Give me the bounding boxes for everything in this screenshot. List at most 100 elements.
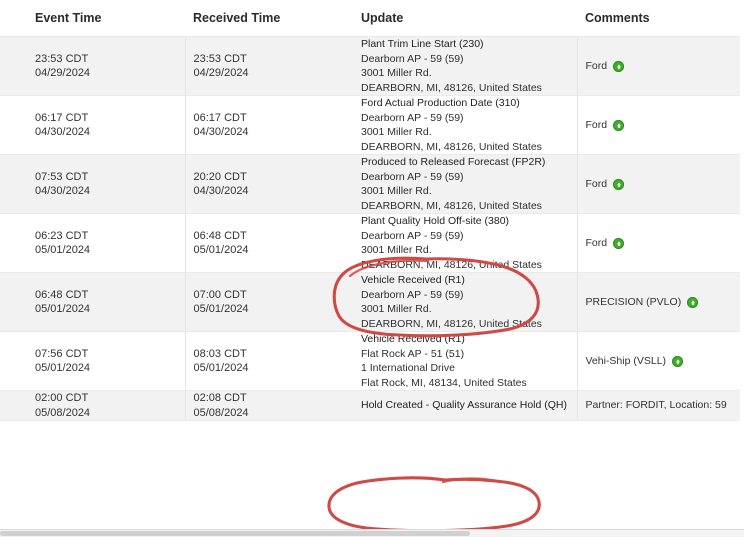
update-city: DEARBORN, MI, 48126, United States — [361, 140, 542, 153]
update-city: DEARBORN, MI, 48126, United States — [361, 81, 542, 94]
event-time-time: 06:23 CDT — [35, 229, 89, 242]
column-header-received-time[interactable]: Received Time — [185, 0, 347, 37]
comment-text: Ford — [585, 118, 608, 131]
received-time-date: 05/01/2024 — [193, 362, 249, 374]
expand-up-arrow-icon[interactable] — [613, 237, 625, 249]
received-time-date: 05/01/2024 — [193, 303, 249, 315]
event-time-time: 07:53 CDT — [35, 170, 89, 183]
event-time-time: 07:56 CDT — [35, 347, 89, 360]
annotation-circle-hold-created — [325, 476, 560, 533]
right-gutter — [740, 0, 744, 529]
update-location: Dearborn AP - 59 (59) — [361, 170, 464, 183]
received-time-date: 04/29/2024 — [193, 67, 249, 79]
update-city: DEARBORN, MI, 48126, United States — [361, 258, 542, 271]
table-row[interactable]: 07:56 CDT 05/01/2024 08:03 CDT 05/01/202… — [0, 331, 740, 391]
received-time-date: 05/01/2024 — [193, 244, 249, 256]
expand-up-arrow-icon[interactable] — [613, 178, 625, 190]
cell-received-time: 06:48 CDT 05/01/2024 — [185, 213, 347, 273]
scrollbar-thumb[interactable] — [0, 531, 470, 536]
table-row[interactable]: 07:53 CDT 04/30/2024 20:20 CDT 04/30/202… — [0, 154, 740, 214]
update-street: 3001 Miller Rd. — [361, 244, 432, 256]
expand-up-arrow-icon[interactable] — [613, 119, 625, 131]
cell-received-time: 08:03 CDT 05/01/2024 — [185, 331, 347, 391]
comment-text: Ford — [585, 177, 608, 190]
cell-event-time: 07:53 CDT 04/30/2024 — [0, 154, 186, 214]
expand-up-arrow-icon[interactable] — [672, 355, 684, 367]
cell-comments: Ford — [577, 154, 740, 214]
column-header-update[interactable]: Update — [347, 0, 577, 37]
update-location: Dearborn AP - 59 (59) — [361, 111, 464, 124]
table-body: 23:53 CDT 04/29/2024 23:53 CDT 04/29/202… — [0, 36, 740, 421]
received-time-date: 04/30/2024 — [193, 126, 249, 138]
comment-text: Partner: FORDIT, Location: 59 — [585, 399, 727, 412]
update-location: Dearborn AP - 59 (59) — [361, 229, 464, 242]
table-row[interactable]: 06:23 CDT 05/01/2024 06:48 CDT 05/01/202… — [0, 213, 740, 273]
expand-up-arrow-icon[interactable] — [687, 296, 699, 308]
event-time-time: 06:17 CDT — [35, 111, 89, 124]
update-street: 3001 Miller Rd. — [361, 303, 432, 315]
update-street: 3001 Miller Rd. — [361, 185, 432, 197]
event-time-date: 05/01/2024 — [35, 244, 91, 256]
cell-comments: Ford — [577, 36, 740, 96]
expand-up-arrow-icon[interactable] — [613, 60, 625, 72]
update-title: Plant Trim Line Start (230) — [361, 38, 484, 50]
update-location: Dearborn AP - 59 (59) — [361, 52, 464, 65]
cell-event-time: 06:48 CDT 05/01/2024 — [0, 272, 186, 332]
update-title: Produced to Released Forecast (FP2R) — [361, 156, 546, 168]
comment-text: Ford — [585, 59, 608, 72]
event-time-time: 02:00 CDT — [35, 392, 89, 404]
cell-comments: Vehi-Ship (VSLL) — [577, 331, 740, 391]
cell-comments: Partner: FORDIT, Location: 59 — [577, 390, 740, 421]
cell-comments: PRECISION (PVLO) — [577, 272, 740, 332]
received-time-time: 06:17 CDT — [193, 111, 247, 124]
update-city: DEARBORN, MI, 48126, United States — [361, 317, 542, 330]
received-time-date: 04/30/2024 — [193, 185, 249, 197]
update-title: Hold Created - Quality Assurance Hold (Q… — [361, 399, 567, 412]
cell-received-time: 20:20 CDT 04/30/2024 — [185, 154, 347, 214]
comment-text: PRECISION (PVLO) — [585, 295, 682, 308]
table-row[interactable]: 23:53 CDT 04/29/2024 23:53 CDT 04/29/202… — [0, 36, 740, 96]
table-row[interactable]: 06:17 CDT 04/30/2024 06:17 CDT 04/30/202… — [0, 95, 740, 155]
event-time-date: 04/30/2024 — [35, 126, 91, 138]
event-time-date: 04/29/2024 — [35, 67, 91, 79]
horizontal-scrollbar[interactable] — [0, 529, 744, 537]
event-time-time: 06:48 CDT — [35, 288, 89, 301]
cell-event-time: 23:53 CDT 04/29/2024 — [0, 36, 186, 96]
update-city: Flat Rock, MI, 48134, United States — [361, 376, 527, 389]
table-header: Event Time Received Time Update Comments — [0, 0, 740, 37]
update-street: 1 International Drive — [361, 362, 455, 374]
update-street: 3001 Miller Rd. — [361, 67, 432, 79]
table-header-row: Event Time Received Time Update Comments — [0, 0, 740, 37]
event-time-time: 23:53 CDT — [35, 52, 89, 65]
event-history-table: Event Time Received Time Update Comments… — [0, 0, 740, 421]
cell-update: Vehicle Received (R1) Dearborn AP - 59 (… — [347, 272, 578, 332]
cell-received-time: 07:00 CDT 05/01/2024 — [185, 272, 347, 332]
column-header-comments[interactable]: Comments — [577, 0, 740, 37]
cell-update: Vehicle Received (R1) Flat Rock AP - 51 … — [347, 331, 578, 391]
cell-received-time: 23:53 CDT 04/29/2024 — [185, 36, 347, 96]
cell-update: Plant Trim Line Start (230) Dearborn AP … — [347, 36, 578, 96]
event-time-date: 04/30/2024 — [35, 185, 91, 197]
table-row[interactable]: 06:48 CDT 05/01/2024 07:00 CDT 05/01/202… — [0, 272, 740, 332]
comment-text: Vehi-Ship (VSLL) — [585, 354, 667, 367]
cell-update: Plant Quality Hold Off-site (380) Dearbo… — [347, 213, 578, 273]
column-header-event-time[interactable]: Event Time — [0, 0, 185, 37]
update-title: Ford Actual Production Date (310) — [361, 97, 520, 109]
update-title: Vehicle Received (R1) — [361, 333, 465, 345]
table-row[interactable]: 02:00 CDT 05/08/2024 02:08 CDT 05/08/202… — [0, 390, 740, 421]
received-time-date: 05/08/2024 — [193, 406, 249, 419]
update-city: DEARBORN, MI, 48126, United States — [361, 199, 542, 212]
received-time-time: 07:00 CDT — [193, 288, 247, 301]
cell-event-time: 06:23 CDT 05/01/2024 — [0, 213, 186, 273]
event-time-date: 05/01/2024 — [35, 303, 91, 315]
received-time-time: 02:08 CDT — [193, 392, 247, 404]
received-time-time: 20:20 CDT — [193, 170, 247, 183]
update-location: Flat Rock AP - 51 (51) — [361, 347, 465, 360]
comment-text: Ford — [585, 236, 608, 249]
cell-update: Hold Created - Quality Assurance Hold (Q… — [347, 390, 578, 421]
cell-event-time: 07:56 CDT 05/01/2024 — [0, 331, 186, 391]
cell-received-time: 02:08 CDT 05/08/2024 — [185, 390, 347, 421]
event-time-date: 05/01/2024 — [35, 362, 91, 374]
cell-update: Ford Actual Production Date (310) Dearbo… — [347, 95, 578, 155]
